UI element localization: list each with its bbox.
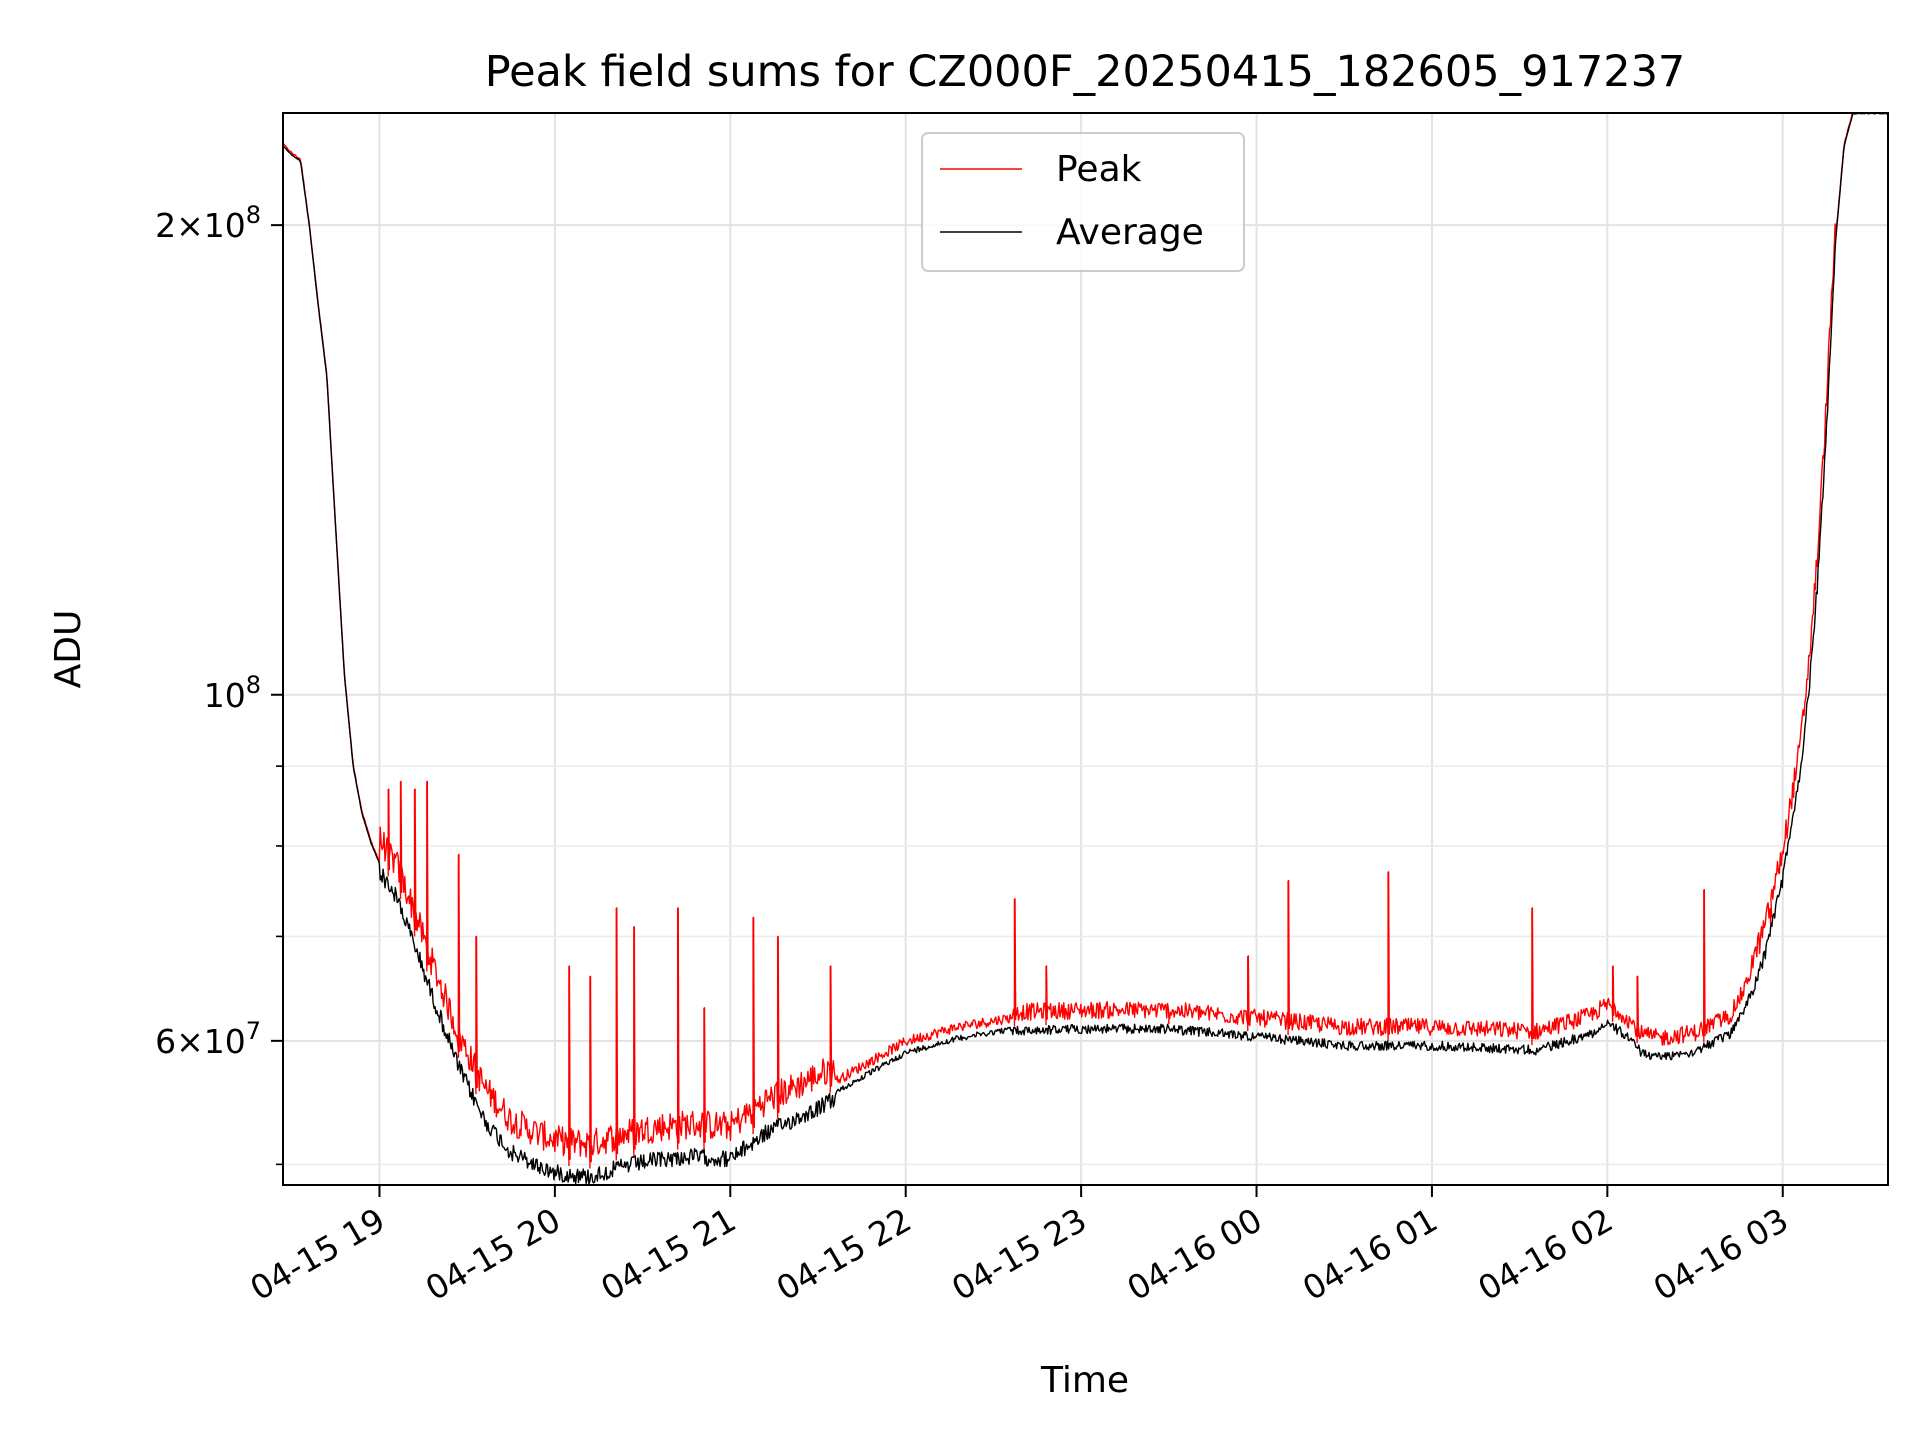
y-tick-label: 2×108: [155, 201, 261, 245]
legend[interactable]: Peak Average: [921, 132, 1245, 272]
y-axis: 6×107 108 2×108: [155, 201, 283, 1166]
series-layer: [283, 113, 1888, 1185]
y-axis-label: ADU: [48, 610, 89, 689]
y-tick-label: 108: [204, 671, 261, 715]
y-tick-label: 6×107: [155, 1017, 261, 1061]
legend-box: [921, 132, 1245, 272]
grid: [283, 113, 1888, 1185]
plot-frame: [282, 112, 1889, 1186]
legend-label-average: Average: [1056, 212, 1204, 253]
series-line-peak: [283, 113, 1888, 1163]
x-axis-label: Time: [1040, 1360, 1129, 1401]
chart-title: Peak field sums for CZ000F_20250415_1826…: [485, 47, 1686, 97]
legend-label-peak: Peak: [1056, 149, 1142, 190]
series-line-average: [283, 113, 1888, 1185]
